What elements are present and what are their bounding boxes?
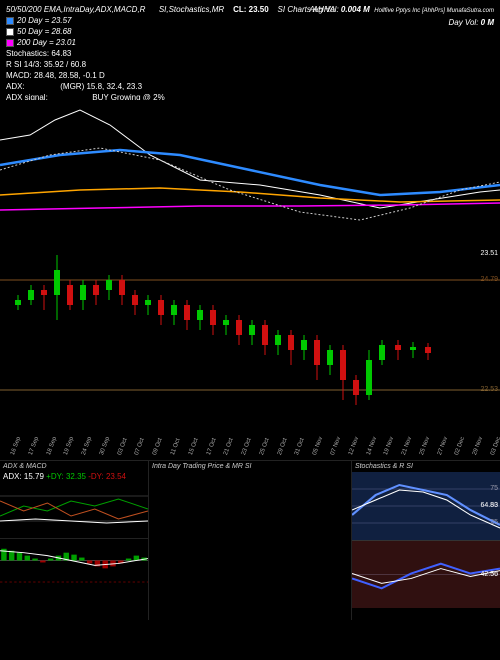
- intraday-panel[interactable]: Intra Day Trading Price & MR SI: [149, 461, 352, 620]
- title-left: 50/50/200 EMA,IntraDay,ADX,MACD,R: [6, 5, 145, 14]
- indicator-panels: ADX & MACD ADX: 15.79 +DY: 32.35 -DY: 23…: [0, 460, 500, 620]
- date-axis: 16 Sep17 Sep18 Sep19 Sep24 Sep30 Sep03 O…: [0, 420, 500, 460]
- cl-label: CL:: [233, 5, 246, 14]
- rsi-line: R SI 14/3: 35.92 / 60.8: [6, 59, 494, 70]
- title-mid: SI,Stochastics,MR: [159, 5, 224, 14]
- moving-average-chart[interactable]: [0, 100, 500, 240]
- cl-value: 23.50: [249, 5, 269, 14]
- header-right: Avg Vol: 0.004 M Hollfive Pptys Inc [Ahh…: [309, 4, 494, 28]
- stoch-line: Stochastics: 64.83: [6, 48, 494, 59]
- adx-macd-panel[interactable]: ADX & MACD ADX: 15.79 +DY: 32.35 -DY: 23…: [0, 461, 149, 620]
- chart-header: 50/50/200 EMA,IntraDay,ADX,MACD,R SI,Sto…: [0, 0, 500, 100]
- adx-readout: ADX: 15.79 +DY: 32.35 -DY: 23.54: [0, 472, 148, 481]
- candlestick-chart[interactable]: 24.7922.5323.51: [0, 250, 500, 420]
- stochastics-panel[interactable]: Stochastics & R SI 25507564.83 5042.56: [352, 461, 500, 620]
- macd-line: MACD: 28.48, 28.58, -0.1 D: [6, 70, 494, 81]
- adx-line: ADX: (MGR) 15.8, 32.4, 23.3: [6, 81, 494, 92]
